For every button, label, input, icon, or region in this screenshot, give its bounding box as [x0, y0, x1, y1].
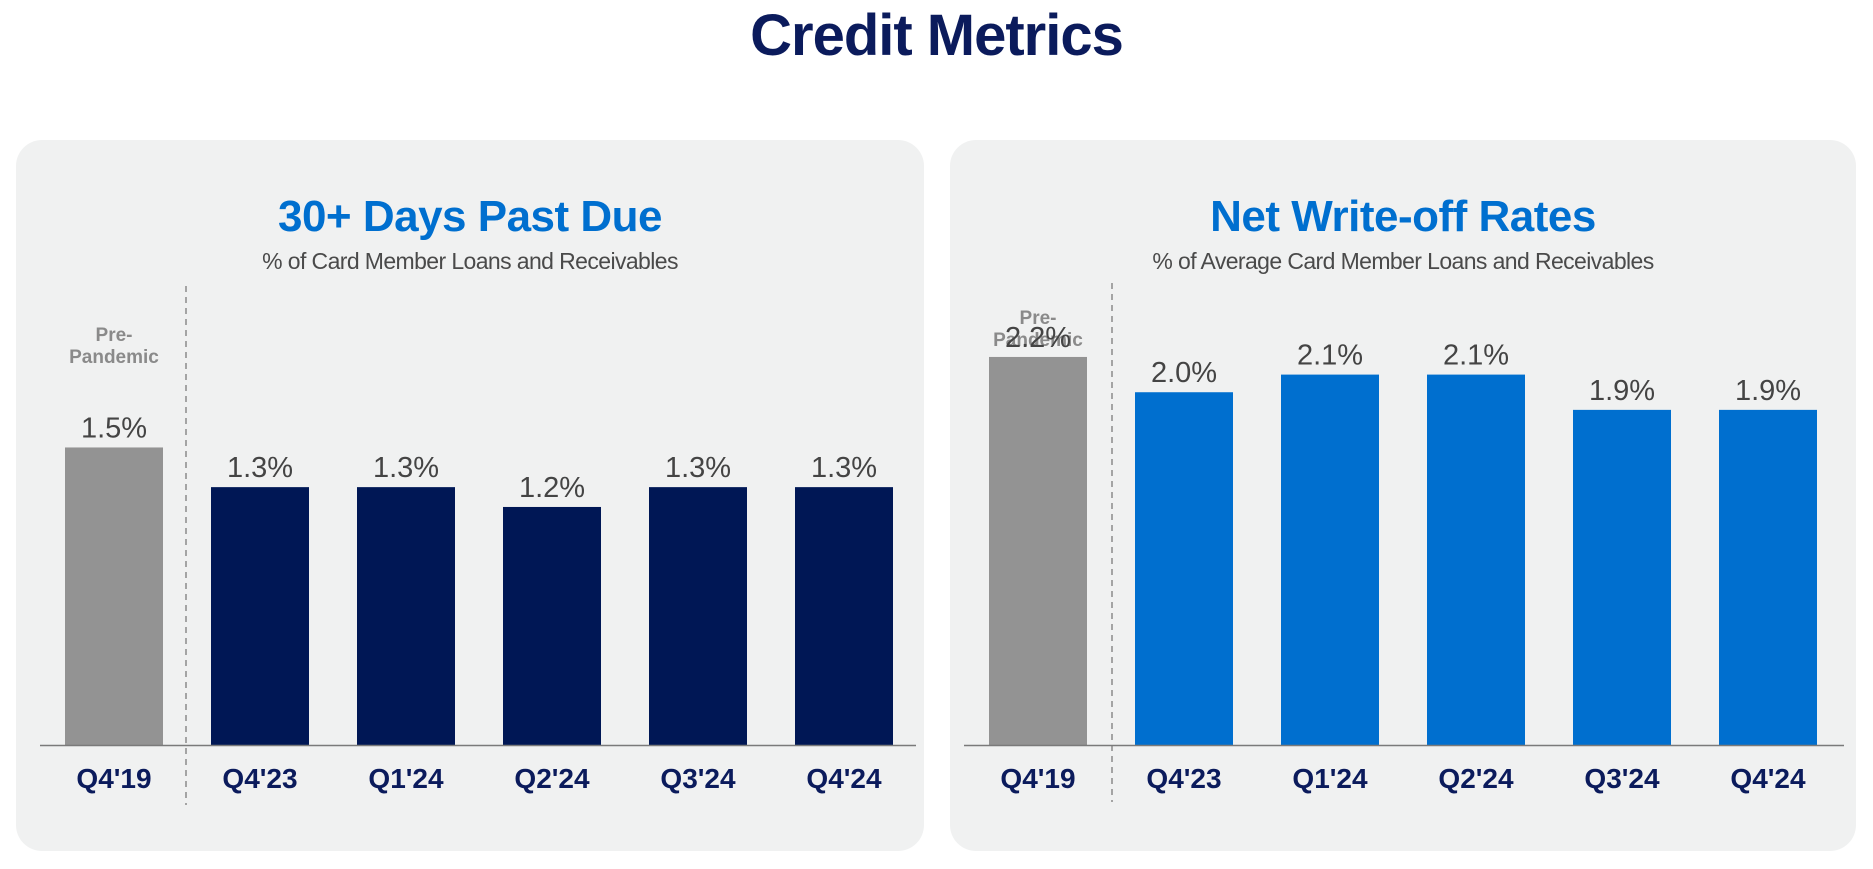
bar	[989, 356, 1087, 745]
chart-subtitle: % of Card Member Loans and Receivables	[262, 248, 678, 274]
data-label: 1.3%	[665, 452, 731, 484]
bar	[357, 487, 455, 745]
bar	[1427, 374, 1525, 745]
data-label: 1.9%	[1589, 375, 1655, 407]
pre-pandemic-label: Pandemic	[69, 347, 159, 368]
bar	[503, 506, 601, 745]
category-label: Q4'23	[222, 763, 297, 794]
category-label: Q4'23	[1146, 763, 1221, 794]
dpd-chart-panel: 30+ Days Past Due % of Card Member Loans…	[16, 140, 924, 851]
bar	[1573, 409, 1671, 745]
data-label: 2.0%	[1151, 357, 1217, 389]
data-label: 1.3%	[227, 452, 293, 484]
bar	[649, 487, 747, 745]
data-label: 1.2%	[519, 472, 585, 504]
pre-pandemic-label: Pandemic	[993, 330, 1083, 351]
page-title: Credit Metrics	[750, 3, 1124, 68]
category-label: Q4'19	[76, 763, 151, 794]
bar	[211, 487, 309, 745]
data-label: 1.3%	[373, 452, 439, 484]
category-label: Q2'24	[514, 763, 590, 794]
writeoff-chart-panel: Net Write-off Rates % of Average Card Me…	[950, 140, 1856, 851]
category-label: Q4'24	[806, 763, 882, 794]
bar	[65, 447, 163, 745]
chart-title: Net Write-off Rates	[1210, 192, 1596, 241]
data-label: 1.9%	[1735, 375, 1801, 407]
category-label: Q2'24	[1438, 763, 1514, 794]
data-label: 2.1%	[1297, 340, 1363, 372]
category-label: Q4'19	[1000, 763, 1075, 794]
category-label: Q1'24	[368, 763, 444, 794]
category-label: Q4'24	[1730, 763, 1806, 794]
dpd-bar-chart: Pre-Pandemic 1.5% Q4'19 1.3% Q4'23 1.3% Q1'24 1…	[40, 286, 916, 805]
data-label: 1.5%	[81, 412, 147, 444]
bar	[795, 487, 893, 745]
category-label: Q1'24	[1292, 763, 1368, 794]
bar	[1719, 409, 1817, 745]
category-label: Q3'24	[1584, 763, 1660, 794]
data-label: 2.2%	[1005, 322, 1071, 354]
pre-pandemic-label: Pre-	[96, 325, 133, 346]
chart-subtitle: % of Average Card Member Loans and Recei…	[1152, 248, 1654, 274]
chart-title: 30+ Days Past Due	[277, 192, 663, 241]
category-label: Q3'24	[660, 763, 736, 794]
bar	[1135, 392, 1233, 745]
bar	[1281, 374, 1379, 745]
data-label: 2.1%	[1443, 340, 1509, 372]
pre-pandemic-label: Pre-	[1020, 308, 1057, 329]
data-label: 1.3%	[811, 452, 877, 484]
